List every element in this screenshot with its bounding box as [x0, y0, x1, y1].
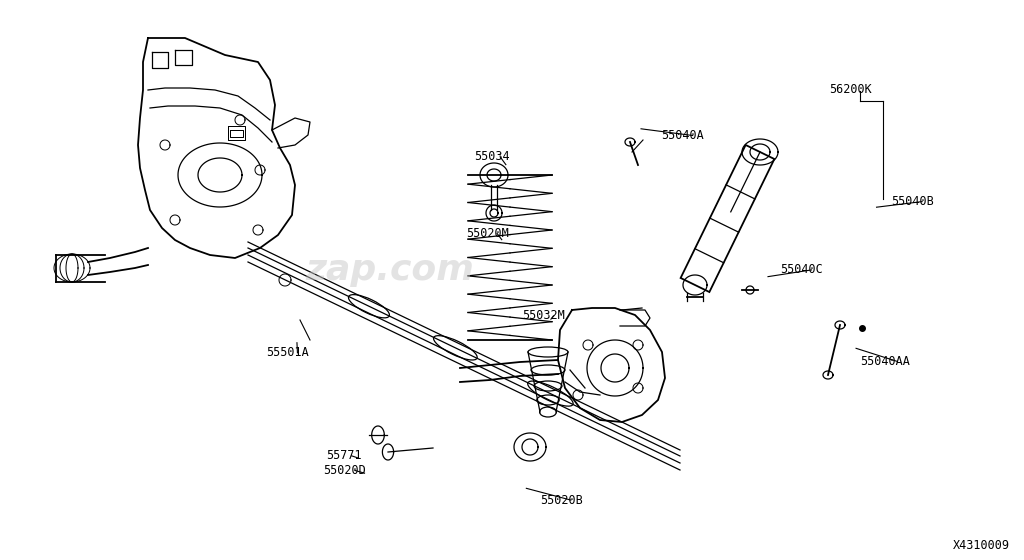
Text: 55040B: 55040B	[891, 195, 934, 208]
Text: 55034: 55034	[474, 150, 510, 164]
Text: 55020D: 55020D	[324, 464, 367, 477]
Text: 55020M: 55020M	[466, 227, 509, 240]
Polygon shape	[681, 145, 774, 292]
Text: 55771: 55771	[326, 449, 361, 463]
Text: X4310009: X4310009	[953, 539, 1010, 552]
Text: zap.com: zap.com	[305, 253, 474, 287]
Text: 55501A: 55501A	[266, 346, 309, 360]
Text: 55040C: 55040C	[780, 263, 823, 277]
Text: 55032M: 55032M	[522, 309, 565, 323]
Text: 55040AA: 55040AA	[860, 354, 910, 368]
Text: 55020B: 55020B	[540, 493, 583, 507]
Text: 55040A: 55040A	[662, 129, 705, 142]
Text: 56200K: 56200K	[829, 83, 872, 96]
